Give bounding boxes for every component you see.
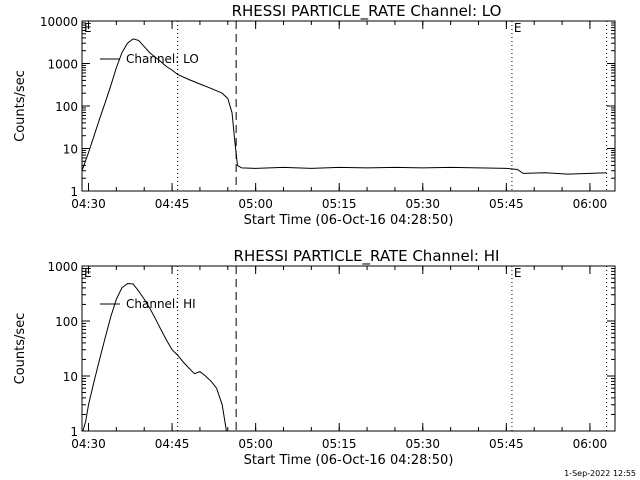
plot-frame xyxy=(81,265,616,432)
x-tick-label: 05:30 xyxy=(405,437,440,451)
x-tick-label: 06:00 xyxy=(573,197,608,211)
y-axis-label: Counts/sec xyxy=(13,313,28,385)
x-tick-label: 04:45 xyxy=(155,437,190,451)
y-tick-label: 1000 xyxy=(47,58,78,72)
x-tick-label: 05:45 xyxy=(489,197,524,211)
chart-title: RHESSI PARTICLE_RATE Channel: LO xyxy=(232,2,502,21)
x-tick-label: 04:30 xyxy=(71,437,106,451)
series-line xyxy=(81,38,607,175)
y-tick-label: 100 xyxy=(55,315,78,329)
corner-label-left: E xyxy=(84,21,92,35)
series-line xyxy=(82,282,227,432)
footer-timestamp: 1-Sep-2022 12:55 xyxy=(564,469,636,478)
corner-label-right: E xyxy=(514,21,522,35)
plot-frame xyxy=(81,20,616,192)
x-tick-label: 04:45 xyxy=(155,197,190,211)
legend-label: Channel: HI xyxy=(126,297,196,311)
legend-label: Channel: LO xyxy=(126,52,199,66)
x-tick-label: 05:30 xyxy=(405,197,440,211)
x-tick-label: 05:15 xyxy=(322,437,357,451)
x-tick-label: 06:00 xyxy=(573,437,608,451)
x-axis-label: Start Time (06-Oct-16 04:28:50) xyxy=(244,453,454,468)
y-tick-label: 1 xyxy=(70,425,78,439)
y-tick-label: 1 xyxy=(70,185,78,199)
y-tick-label: 10 xyxy=(63,143,78,157)
x-tick-label: 05:45 xyxy=(489,437,524,451)
x-tick-label: 05:00 xyxy=(238,197,273,211)
y-tick-label: 10 xyxy=(63,370,78,384)
corner-label-right: E xyxy=(514,266,522,280)
y-tick-label: 1000 xyxy=(47,260,78,274)
y-tick-label: 10000 xyxy=(40,15,78,29)
x-tick-label: 04:30 xyxy=(71,197,106,211)
x-tick-label: 05:15 xyxy=(322,197,357,211)
chart-title: RHESSI PARTICLE_RATE Channel: HI xyxy=(234,247,500,266)
corner-label-left: E xyxy=(84,266,92,280)
y-axis-label: Counts/sec xyxy=(13,70,28,142)
x-axis-label: Start Time (06-Oct-16 04:28:50) xyxy=(244,213,454,228)
y-tick-label: 100 xyxy=(55,100,78,114)
x-tick-label: 05:00 xyxy=(238,437,273,451)
